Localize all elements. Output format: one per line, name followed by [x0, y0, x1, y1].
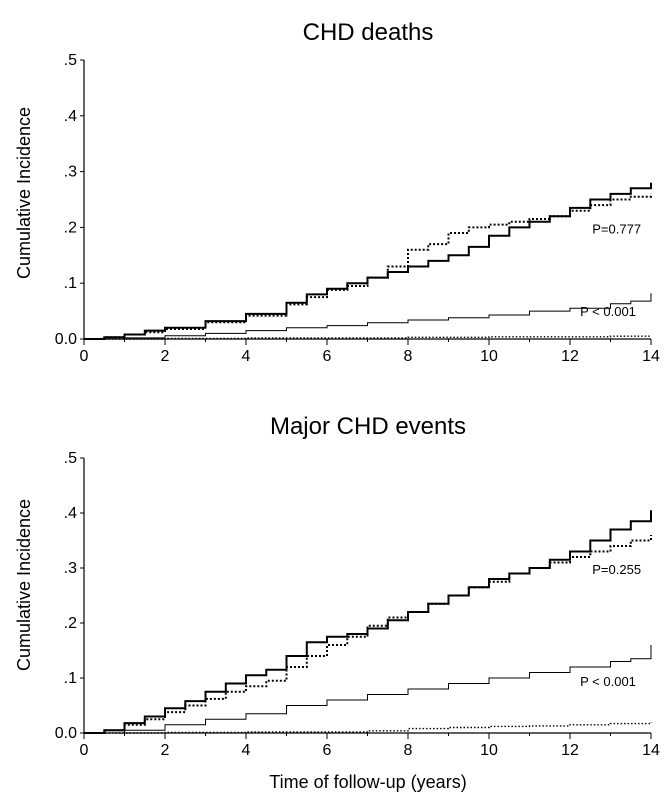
x-tick-label: 8 — [404, 348, 413, 365]
x-tick-label: 2 — [161, 742, 170, 759]
x-axis-label: Time of follow-up (years) — [269, 772, 466, 792]
y-tick-label: .2 — [64, 219, 77, 236]
major-chd-events-panel: Major CHD events Cumulative Incidence 0.… — [14, 413, 660, 759]
y-tick-label: .3 — [64, 164, 77, 181]
series-thin-dotted-line — [84, 722, 652, 734]
x-tick-label: 10 — [480, 742, 498, 759]
chd-deaths-panel: CHD deaths Cumulative Incidence 0.0 .1 .2.… — [14, 19, 660, 365]
y-tick-label: .4 — [64, 108, 77, 125]
y-tick-label: .1 — [64, 670, 77, 687]
series-thick-dotted-line — [84, 193, 652, 340]
x-tick-label: 8 — [404, 742, 413, 759]
p-value-annotation: P < 0.001 — [580, 674, 636, 689]
x-tick-label: 6 — [323, 348, 332, 365]
panel-title: CHD deaths — [303, 19, 434, 46]
series-thick-solid-line — [84, 182, 652, 340]
x-tick-label: 14 — [642, 348, 660, 365]
x-tick-label: 14 — [642, 742, 660, 759]
series-thin-solid-line — [84, 293, 652, 340]
p-value-annotation: P=0.255 — [592, 562, 641, 577]
p-value-annotation: P < 0.001 — [580, 304, 636, 319]
series-thin-dotted-line — [84, 335, 652, 340]
x-tick-label: 2 — [161, 348, 170, 365]
y-tick-label: .4 — [64, 505, 77, 522]
x-tick-label: 12 — [561, 742, 579, 759]
x-tick-label: 6 — [323, 742, 332, 759]
y-tick-label: .5 — [64, 450, 77, 467]
y-tick-label: .5 — [64, 52, 77, 69]
x-tick-label: 12 — [561, 348, 579, 365]
y-tick-label: 0.0 — [55, 725, 77, 742]
y-tick-label: .2 — [64, 615, 77, 632]
y-tick-label: 0.0 — [55, 331, 77, 348]
panel-title: Major CHD events — [270, 413, 466, 440]
p-value-annotation: P=0.777 — [592, 222, 641, 237]
x-tick-label: 4 — [242, 348, 251, 365]
x-tick-label: 0 — [80, 742, 89, 759]
y-axis-label: Cumulative Incidence — [14, 107, 34, 279]
x-tick-label: 4 — [242, 742, 251, 759]
series-thick-dotted-line — [84, 535, 652, 734]
x-tick-label: 10 — [480, 348, 498, 365]
y-axis-label: Cumulative Incidence — [14, 499, 34, 671]
y-tick-label: .3 — [64, 560, 77, 577]
series-thin-solid-line — [84, 645, 652, 734]
x-tick-label: 0 — [80, 348, 89, 365]
y-tick-label: .1 — [64, 275, 77, 292]
